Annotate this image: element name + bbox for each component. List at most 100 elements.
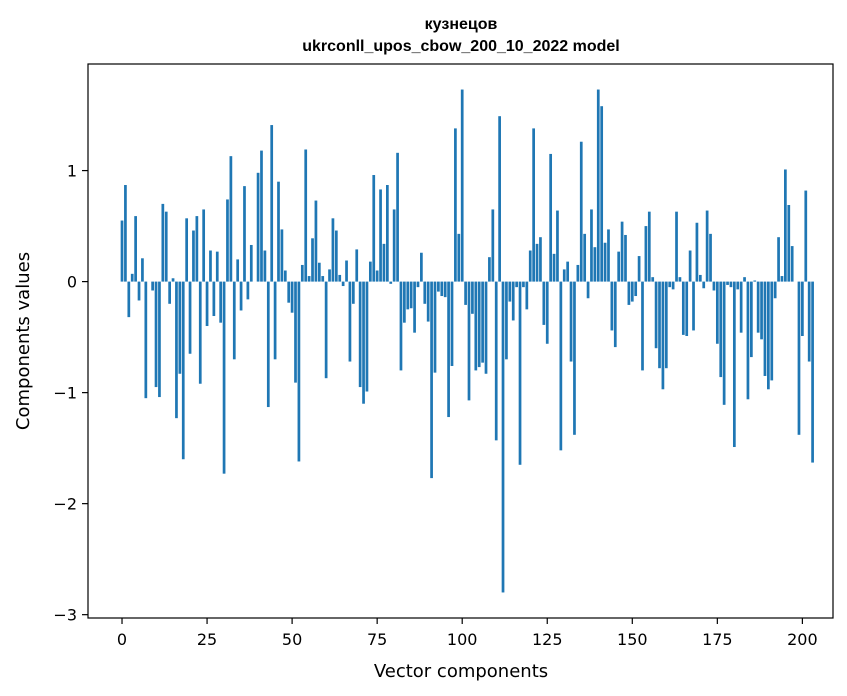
x-tick-label: 0 (117, 630, 127, 649)
x-tick-label: 25 (197, 630, 217, 649)
x-tick-label: 200 (787, 630, 818, 649)
bar (161, 203, 165, 282)
bar (355, 249, 359, 282)
bar (511, 281, 515, 321)
bar (654, 281, 658, 349)
bar (545, 281, 549, 344)
bar (630, 281, 634, 302)
bar (365, 281, 369, 392)
x-axis-label: Vector components (374, 661, 548, 682)
bar (457, 233, 461, 282)
bar (413, 281, 416, 333)
bar (243, 186, 246, 282)
bar (586, 281, 590, 299)
bar (756, 281, 760, 333)
bar (198, 281, 202, 384)
bar (382, 243, 386, 282)
bar (644, 226, 648, 282)
bar (685, 281, 689, 336)
bar (168, 281, 171, 304)
bar (501, 281, 505, 593)
bar (467, 281, 471, 401)
bar (780, 276, 784, 282)
bar (709, 233, 712, 282)
bar (372, 175, 376, 282)
y-tick-label: 1 (67, 162, 77, 181)
bar (345, 260, 348, 282)
bar (406, 281, 410, 310)
bar (767, 281, 770, 390)
bar (324, 281, 328, 379)
bar (627, 281, 631, 305)
bar (379, 189, 382, 282)
bar (505, 281, 508, 360)
bar (297, 281, 301, 462)
bar (396, 152, 399, 282)
bar (695, 222, 699, 282)
bar (664, 281, 668, 369)
bar (130, 273, 134, 282)
bar (409, 281, 413, 309)
bar (471, 281, 474, 314)
bar (181, 281, 185, 460)
bar (321, 276, 325, 282)
bar (801, 281, 804, 336)
bar (164, 211, 168, 282)
bar (518, 281, 522, 465)
bar (290, 281, 294, 313)
bar (753, 280, 757, 282)
bar (477, 281, 481, 368)
bar (579, 141, 583, 282)
bar (239, 281, 243, 311)
bar (134, 216, 137, 282)
bar (647, 211, 651, 282)
bar (437, 281, 440, 292)
bar (158, 281, 161, 398)
bar (420, 252, 423, 282)
bar (209, 250, 212, 282)
bar (576, 264, 580, 282)
bar (617, 251, 621, 282)
bar (613, 281, 617, 348)
bar (763, 281, 767, 376)
bar (722, 281, 726, 405)
bar (750, 281, 753, 358)
bar (141, 258, 144, 282)
bar (389, 281, 393, 284)
chart-title-line-1: кузнецов (425, 16, 498, 33)
bar (430, 281, 433, 479)
bar (702, 281, 706, 289)
bar (144, 281, 148, 399)
bar (215, 251, 219, 282)
bar (341, 281, 345, 287)
bar (426, 281, 430, 322)
bar (229, 156, 233, 282)
bar (739, 281, 743, 333)
bar (137, 281, 141, 301)
bar (287, 281, 291, 303)
bar (569, 281, 573, 362)
bar (590, 209, 593, 282)
bar (154, 281, 158, 388)
bar (236, 259, 240, 282)
bar (311, 238, 314, 282)
bar (634, 281, 638, 297)
bar (770, 281, 774, 381)
bar (481, 281, 484, 363)
bar (539, 237, 542, 282)
bar (195, 216, 199, 282)
bar (392, 209, 396, 282)
bar (556, 210, 559, 282)
bar (494, 281, 498, 441)
bar (151, 281, 154, 291)
bar (726, 281, 729, 285)
bar (317, 262, 321, 282)
bar (270, 125, 274, 282)
bar (232, 281, 236, 360)
bar (304, 149, 308, 282)
bar (535, 243, 539, 282)
bar (729, 281, 733, 288)
bar (743, 277, 746, 282)
y-tick-label: −2 (53, 495, 77, 514)
